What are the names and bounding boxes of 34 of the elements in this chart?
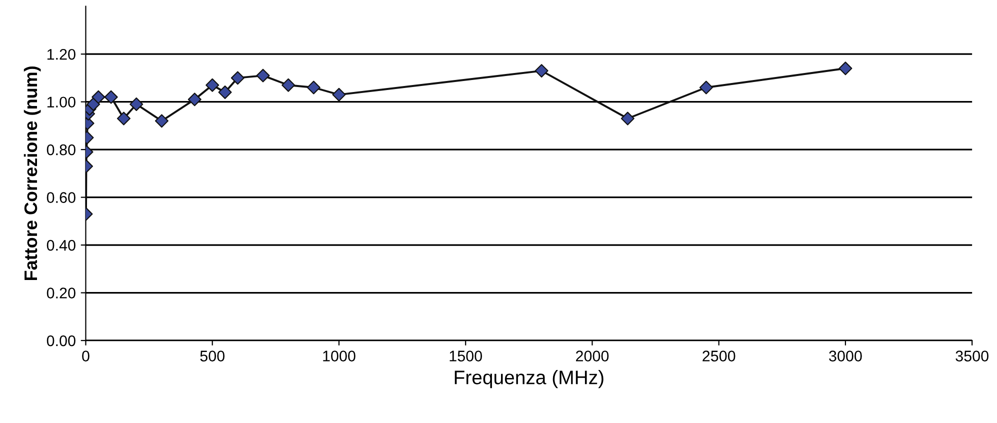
- x-tick-label: 500: [200, 350, 225, 362]
- point: [92, 90, 106, 104]
- y-tick-label: 0.60: [46, 192, 76, 203]
- point: [256, 68, 270, 82]
- x-axis-title: Frequenza (MHz): [454, 370, 604, 388]
- x-tick-label: 3000: [829, 350, 862, 362]
- x-tick-label: 2000: [576, 350, 609, 362]
- point: [838, 62, 852, 76]
- point: [230, 71, 244, 85]
- y-axis-title: Fattore Correzione (num): [24, 66, 41, 280]
- y-tick-label: 1.00: [47, 96, 76, 108]
- x-tick-label: 1500: [450, 350, 482, 362]
- point: [699, 80, 713, 94]
- x-tick-label: 0: [82, 350, 90, 362]
- y-tick-label: 0.00: [46, 335, 76, 346]
- point: [332, 88, 346, 102]
- point: [620, 112, 634, 126]
- x-tick-label: 3500: [956, 350, 988, 362]
- point: [116, 112, 130, 126]
- y-tick-label: 0.20: [46, 288, 76, 298]
- point: [534, 64, 548, 78]
- x-tick-label: 2500: [702, 350, 736, 362]
- point: [218, 86, 232, 100]
- point: [188, 92, 202, 106]
- point: [306, 80, 320, 94]
- point: [104, 90, 118, 104]
- y-tick-label: 1.20: [47, 48, 76, 60]
- y-tick-label: 0.40: [46, 240, 76, 251]
- point: [130, 97, 144, 111]
- y-tick-label: 0.80: [46, 144, 76, 156]
- point: [154, 114, 168, 128]
- point: [282, 78, 296, 92]
- x-tick-label: 1000: [323, 350, 356, 362]
- point: [206, 78, 220, 92]
